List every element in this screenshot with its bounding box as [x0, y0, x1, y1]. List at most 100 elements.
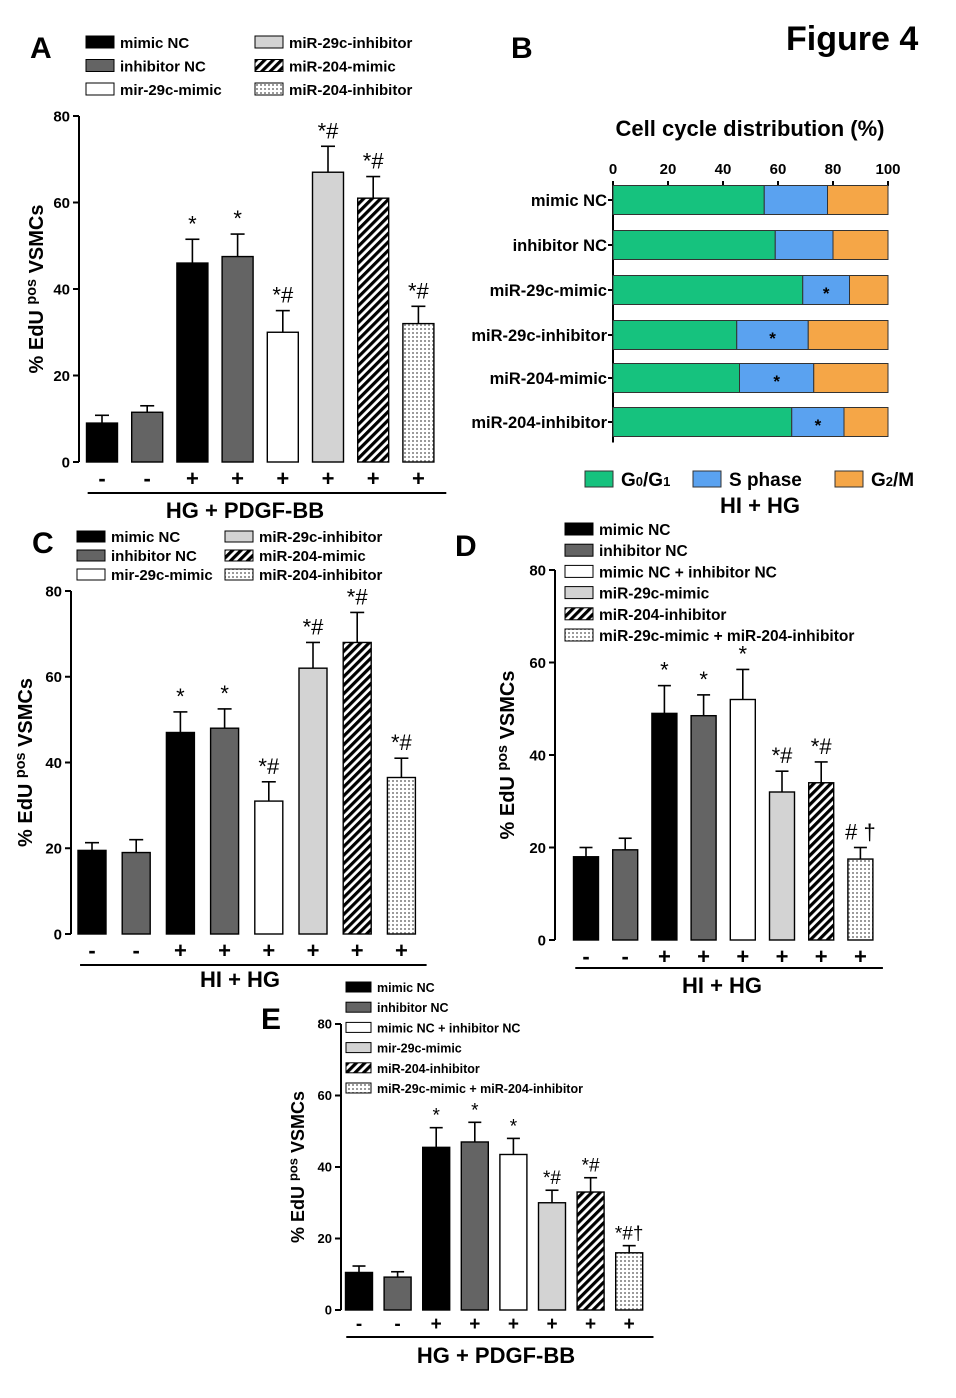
- bar: [209, 727, 240, 935]
- category-label: miR-29c-mimic: [490, 282, 607, 300]
- significance-label: *: [176, 684, 185, 709]
- legend-label: miR-29c-inhibitor: [289, 35, 413, 52]
- bar-segment: [736, 320, 809, 350]
- legend-label: miR-204-inhibitor: [377, 1062, 480, 1076]
- legend-label: miR-204-mimic: [259, 548, 366, 565]
- treatment-label: HG + PDGF-BB: [417, 1343, 575, 1368]
- bar-segment: [763, 185, 828, 215]
- y-axis-label: % EdU pos VSMCs: [495, 671, 519, 840]
- legend-swatch: [564, 543, 594, 557]
- bar: [344, 1271, 374, 1311]
- treatment-sign: +: [231, 466, 244, 491]
- x-tick-label: 0: [609, 161, 617, 178]
- bar: [221, 255, 254, 463]
- legend-swatch: [564, 607, 594, 621]
- bar: [176, 262, 209, 463]
- panel-letter: E: [261, 1003, 281, 1036]
- bar: [311, 171, 345, 463]
- chart-title: Cell cycle distribution (%): [616, 116, 885, 141]
- legend-label: miR-29c-inhibitor: [259, 529, 383, 546]
- panel-b-chart: B Cell cycle distribution (%) 0 20 40 60 80 100…: [471, 32, 914, 518]
- significance-label: *#: [363, 149, 385, 174]
- treatment-label: HG + PDGF-BB: [166, 498, 324, 523]
- bar: [460, 1141, 489, 1311]
- bar: [847, 858, 874, 941]
- significance-label: *: [188, 211, 197, 236]
- bar: [422, 1146, 451, 1311]
- y-tick-label: 20: [529, 840, 546, 857]
- bar: [402, 322, 435, 463]
- significance-label: *: [510, 1116, 518, 1137]
- legend-swatch: [345, 1082, 372, 1094]
- legend-swatch: [345, 1001, 372, 1013]
- treatment-label: HI + HG: [200, 967, 280, 992]
- significance-label: *#: [543, 1168, 561, 1189]
- treatment-sign: -: [582, 944, 589, 969]
- legend-label: mimic NC + inhibitor NC: [599, 564, 777, 581]
- legend-swatch: [564, 564, 594, 578]
- y-tick-label: 0: [54, 926, 62, 943]
- treatment-sign: +: [351, 938, 364, 963]
- legend-swatch: [76, 530, 106, 543]
- legend-swatch: [564, 586, 594, 600]
- treatment-sign: +: [367, 466, 380, 491]
- legend-swatch: [564, 522, 594, 536]
- significance-label: *#: [318, 118, 340, 143]
- treatment-sign: +: [815, 944, 828, 969]
- significance-label: *#: [811, 734, 833, 759]
- legend-swatch: [85, 59, 115, 72]
- treatment-sign: -: [622, 944, 629, 969]
- significance-label: *: [432, 1106, 440, 1127]
- treatment-sign: +: [624, 1314, 635, 1335]
- legend-label: miR-204-inhibitor: [289, 82, 413, 99]
- legend-label: S phase: [729, 470, 802, 491]
- legend-swatch: [224, 530, 254, 543]
- treatment-sign: +: [322, 466, 335, 491]
- y-tick-label: 40: [318, 1160, 332, 1175]
- legend-swatch: [345, 981, 372, 993]
- y-tick-label: 60: [53, 195, 70, 212]
- treatment-sign: -: [88, 938, 95, 963]
- legend-label: mir-29c-mimic: [111, 567, 213, 584]
- legend-swatch: [224, 568, 254, 581]
- significance-label: *#: [408, 278, 430, 303]
- treatment-sign: +: [508, 1314, 519, 1335]
- significance-label: *: [660, 658, 669, 683]
- legend-label: miR-29c-mimic + miR-204-inhibitor: [377, 1082, 583, 1096]
- bar-segment: [739, 363, 815, 393]
- legend-label: mir-29c-mimic: [120, 82, 222, 99]
- legend-swatch: [564, 628, 594, 642]
- bar: [615, 1252, 644, 1311]
- y-tick-label: 80: [318, 1017, 332, 1032]
- y-tick-label: 0: [325, 1303, 332, 1318]
- legend-label: miR-29c-mimic + miR-204-inhibitor: [599, 628, 854, 645]
- category-label: inhibitor NC: [513, 237, 607, 255]
- panel-letter: D: [455, 530, 477, 563]
- y-axis-label: % EdU pos VSMCs: [286, 1091, 308, 1243]
- significance-label: *: [769, 329, 776, 348]
- treatment-label: HI + HG: [720, 493, 800, 518]
- figure-title: Figure 4: [786, 20, 918, 58]
- significance-label: *: [233, 206, 242, 231]
- treatment-sign: +: [174, 938, 187, 963]
- significance-label: *: [220, 681, 229, 706]
- treatment-sign: +: [412, 466, 425, 491]
- significance-label: *#: [582, 1156, 600, 1177]
- bar: [165, 731, 196, 935]
- treatment-sign: +: [469, 1314, 480, 1335]
- bar: [85, 422, 119, 463]
- bar-segment: [612, 275, 804, 305]
- treatment-sign: +: [697, 944, 710, 969]
- legend-label: mimic NC: [111, 529, 180, 546]
- x-tick-label: 20: [660, 161, 677, 178]
- bar-segment: [827, 185, 889, 215]
- treatment-sign: +: [395, 938, 408, 963]
- legend-label: inhibitor NC: [120, 59, 206, 76]
- y-tick-label: 60: [318, 1088, 332, 1103]
- bar: [651, 712, 678, 941]
- legend-label: mir-29c-mimic: [377, 1042, 462, 1056]
